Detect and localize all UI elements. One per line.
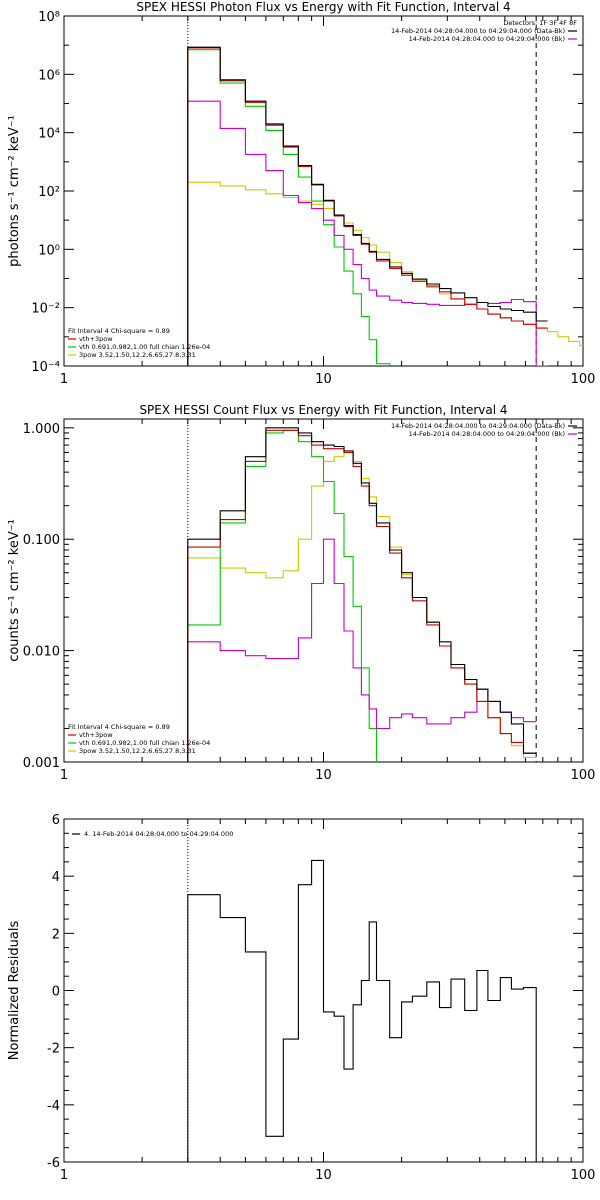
legend-item-label: vth+3pow — [79, 731, 113, 739]
y-tick-label: 6 — [52, 813, 60, 828]
series-line-vth_3pow — [187, 429, 537, 762]
y-tick-label: -4 — [47, 1099, 60, 1114]
series-line-pow — [187, 181, 583, 366]
chart-panel-1: SPEX HESSI Photon Flux vs Energy with Fi… — [7, 0, 595, 387]
y-axis-label: counts s⁻¹ cm⁻² keV⁻¹ — [7, 519, 22, 662]
x-tick-label: 1 — [60, 1168, 68, 1183]
legend-item-label: 3pow 3.52,1.50,12.2,6.65,27.8,3.31 — [79, 351, 196, 359]
legend-item-label: vth+3pow — [79, 335, 113, 343]
x-tick-label: 10 — [315, 1168, 332, 1183]
y-tick-label: 10⁻² — [31, 302, 60, 317]
y-tick-label: 0.001 — [23, 756, 60, 771]
series-line-total — [187, 46, 548, 366]
legend-item-label: 3pow 3.52,1.50,12.2,6.65,27.8,3.31 — [79, 747, 196, 755]
series-line-total — [187, 859, 537, 1162]
chart-panel-3: Normalized Residuals 1 10 100 -6 -4 -2 0 2 4 6 4. 1… — [7, 813, 595, 1183]
legend-header: Fit Interval 4 Chi-square = 0.89 — [68, 723, 170, 731]
x-tick-label: 100 — [571, 1168, 596, 1183]
x-tick-label: 100 — [571, 768, 596, 783]
series-line-total — [187, 427, 537, 762]
time-interval-label: 14-Feb-2014 04:28:04.000 to 04:29:04.000… — [409, 430, 565, 438]
series-group — [187, 46, 583, 366]
series-line-pow — [187, 451, 537, 762]
y-tick-label: 0.100 — [23, 533, 60, 548]
chart-title: SPEX HESSI Photon Flux vs Energy with Fi… — [136, 0, 510, 14]
y-tick-label: 10⁸ — [38, 10, 60, 25]
y-axis-label: Normalized Residuals — [7, 921, 22, 1061]
legend-item-label: 4. 14-Feb-2014 04:28:04.000 to 04:29:04.… — [84, 830, 233, 838]
y-tick-label: 0.010 — [23, 645, 60, 660]
y-tick-label: 10⁻⁴ — [31, 360, 60, 375]
x-tick-label: 1 — [60, 768, 68, 783]
legend-header: Fit Interval 4 Chi-square = 0.89 — [68, 327, 170, 335]
time-interval-label: 14-Feb-2014 04:28:04.000 to 04:29:04.000… — [391, 422, 565, 430]
x-tick-label: 100 — [571, 372, 596, 387]
y-tick-label: 1.000 — [23, 422, 60, 437]
y-tick-label: 10⁶ — [38, 68, 60, 83]
series-line-bk — [187, 538, 537, 762]
time-interval-label: 14-Feb-2014 04:28:04.000 to 04:29:04.000… — [409, 35, 565, 43]
y-tick-label: -2 — [47, 1042, 60, 1057]
y-tick-label: 4 — [52, 870, 60, 885]
series-group — [187, 427, 537, 762]
x-tick-label: 10 — [315, 372, 332, 387]
x-tick-label: 10 — [315, 768, 332, 783]
series-line-bk — [187, 100, 548, 366]
detector-header: Detectors: 1F 3F 4F 8F — [503, 19, 577, 27]
y-axis-label: photons s⁻¹ cm⁻² keV⁻¹ — [7, 115, 22, 267]
series-line-vth_3pow — [187, 47, 548, 366]
y-tick-label: 10⁰ — [38, 243, 60, 258]
y-tick-label: 0 — [52, 985, 60, 1000]
chart-panel-2: SPEX HESSI Count Flux vs Energy with Fit… — [7, 403, 596, 783]
y-tick-label: 2 — [52, 927, 60, 942]
series-line-vth — [187, 49, 391, 366]
chart-title: SPEX HESSI Count Flux vs Energy with Fit… — [139, 403, 507, 417]
x-tick-label: 1 — [60, 372, 68, 387]
legend-item-label: vth 0.691,0.982,1.00 full chian 1.26e-04 — [79, 343, 210, 351]
series-group — [187, 859, 537, 1162]
y-tick-label: 10⁴ — [38, 127, 60, 142]
time-interval-label: 14-Feb-2014 04:28:04.000 to 04:29:04.000… — [391, 27, 565, 35]
y-tick-label: 10² — [38, 185, 60, 200]
legend-item-label: vth 0.691,0.982,1.00 full chian 1.26e-04 — [79, 739, 210, 747]
y-tick-label: -6 — [47, 1156, 60, 1171]
